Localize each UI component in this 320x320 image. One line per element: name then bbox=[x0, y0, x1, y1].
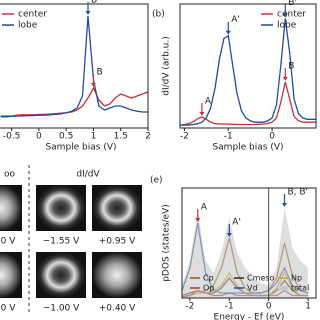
legend-label: center bbox=[18, 10, 47, 20]
x-tick-label: 1.5 bbox=[114, 132, 128, 142]
x-tick-label: -2 bbox=[180, 132, 189, 142]
annotation-arrowhead bbox=[282, 13, 288, 18]
annotation-arrowhead bbox=[226, 233, 232, 237]
x-axis-label: Sample bias (V) bbox=[212, 143, 283, 153]
map-label: +0.95 V bbox=[99, 237, 136, 247]
plot-frame bbox=[181, 187, 317, 299]
line bbox=[0, 15, 148, 118]
x-tick-label: 1 bbox=[91, 132, 97, 142]
line bbox=[179, 81, 316, 126]
x-tick-label: 0 bbox=[266, 302, 272, 312]
legend-label: Np bbox=[291, 274, 302, 283]
annotation-arrowhead bbox=[90, 83, 96, 87]
legend-label: Cp bbox=[203, 274, 214, 283]
panel-label: (e) bbox=[150, 176, 163, 186]
panel-label: (b) bbox=[152, 10, 165, 20]
map-image bbox=[92, 185, 142, 231]
annotation: A bbox=[205, 97, 212, 107]
annotation: A' bbox=[232, 218, 241, 228]
annotation-arrowhead bbox=[225, 30, 231, 35]
x-tick-label: -1 bbox=[225, 302, 234, 312]
annotation: B, B' bbox=[287, 188, 308, 198]
map-image bbox=[36, 252, 86, 298]
x-tick-label: -0.5 bbox=[3, 132, 21, 142]
map-image bbox=[92, 252, 142, 298]
y-axis-label: dI/dV (arb.u.) bbox=[162, 36, 172, 96]
map-label: 0 V bbox=[1, 237, 17, 247]
legend-label: lobe bbox=[277, 21, 297, 31]
x-axis-label: Energy - Ef (eV) bbox=[214, 313, 285, 320]
area bbox=[182, 208, 309, 298]
chart: -0.5 0 0.5 1 1.5 2 Sample bias (V) B' Bcenterlob… bbox=[0, 0, 151, 153]
map-image bbox=[36, 185, 86, 231]
y-axis-label: pDOS (states/eV) bbox=[162, 204, 172, 282]
annotation: B' bbox=[288, 0, 297, 8]
map-label: −1.00 V bbox=[43, 304, 80, 314]
legend-label: lobe bbox=[18, 21, 38, 31]
annotation-arrowhead bbox=[281, 203, 287, 207]
chart: -2 -1 0 1 Energy - Ef (eV) pDOS (states/eV) (e… bbox=[150, 176, 317, 320]
legend-label: total bbox=[291, 284, 309, 293]
x-tick-label: 0 bbox=[269, 132, 275, 142]
x-axis-label: Sample bias (V) bbox=[45, 143, 116, 153]
map-image bbox=[0, 252, 22, 298]
annotation: A' bbox=[231, 15, 240, 25]
annotation-arrowhead bbox=[85, 11, 91, 15]
annotation: B bbox=[288, 61, 294, 71]
annotation: B' bbox=[91, 0, 100, 6]
plot-frame bbox=[0, 3, 149, 129]
annotation-arrowhead bbox=[282, 76, 288, 81]
line bbox=[180, 18, 316, 126]
map-image bbox=[0, 185, 22, 231]
line bbox=[0, 86, 149, 117]
stm-maps: oo dI/dV 0 V −1.55 V +0.95 V 0 V −1.00 V… bbox=[0, 165, 142, 315]
map-header: dI/dV bbox=[76, 170, 100, 180]
x-tick-label: 0.5 bbox=[59, 132, 73, 142]
x-tick-label: 1 bbox=[305, 302, 311, 312]
plot-frame bbox=[179, 3, 317, 129]
map-header: oo bbox=[4, 170, 16, 180]
map-label: +0.40 V bbox=[99, 304, 136, 314]
x-tick-label: -1 bbox=[224, 132, 233, 142]
annotation: A bbox=[201, 203, 208, 213]
legend-label: Op bbox=[203, 284, 214, 293]
map-label: −1.55 V bbox=[43, 237, 80, 247]
x-tick-label: 0 bbox=[36, 132, 42, 142]
legend-label: Vd bbox=[247, 284, 258, 293]
x-tick-label: 2 bbox=[145, 132, 151, 142]
annotation-arrowhead bbox=[199, 112, 205, 117]
annotation: B bbox=[96, 68, 102, 78]
legend-label: Cmeso bbox=[247, 274, 274, 283]
map-label: 0 V bbox=[1, 304, 17, 314]
legend-label: center bbox=[277, 10, 306, 20]
x-tick-label: -2 bbox=[185, 302, 194, 312]
annotation-arrowhead bbox=[195, 218, 201, 222]
